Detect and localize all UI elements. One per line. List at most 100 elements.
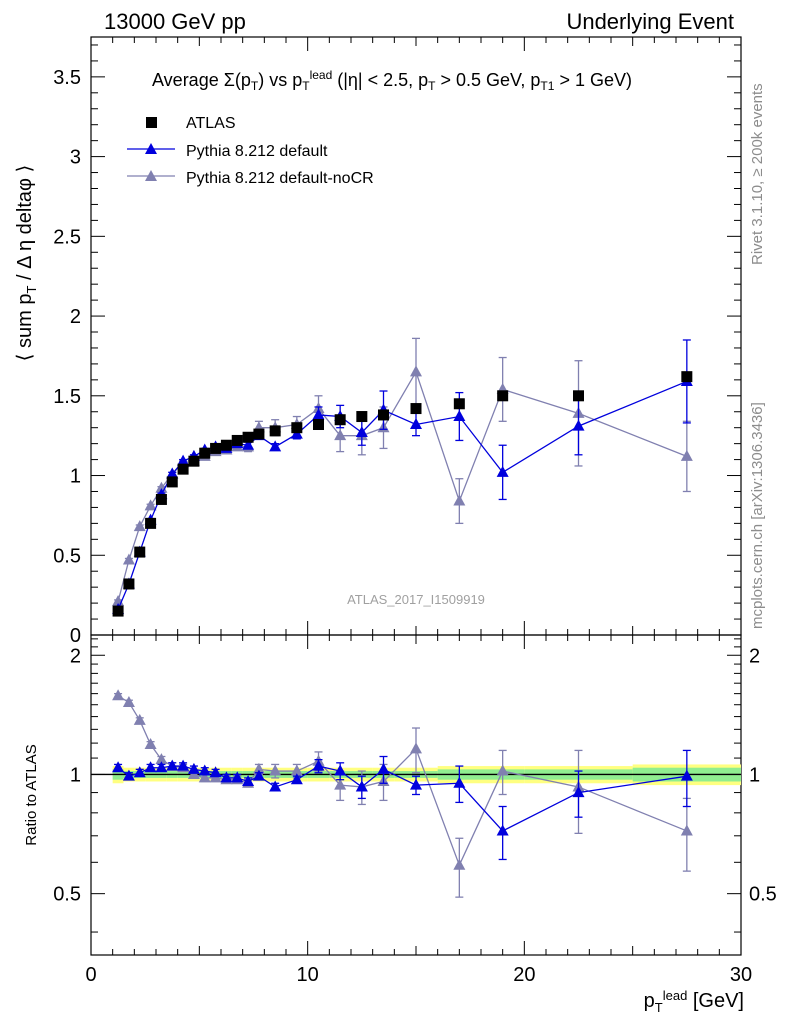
- pythia-8-212-default-nocr-point: [252, 762, 265, 774]
- atlas-point: [177, 463, 189, 475]
- pythia-8-212-default-point: [209, 766, 222, 778]
- atlas-point: [199, 447, 211, 459]
- y-tick-label: 0.5: [53, 545, 81, 567]
- legend-label-atlas: ATLAS: [186, 115, 236, 132]
- pythia-8-212-default-point: [355, 425, 368, 437]
- x-axis-label: pTlead [GeV]: [644, 988, 744, 1015]
- legend-marker-atlas: [146, 117, 157, 128]
- atlas-point: [242, 431, 254, 443]
- legend-label-default: Pythia 8.212 default: [186, 143, 328, 160]
- pythia-8-212-default-nocr-point: [290, 764, 303, 776]
- ratio-y-tick-label: 1: [70, 764, 81, 786]
- pythia-8-212-default-point: [166, 759, 179, 771]
- atlas-point: [210, 442, 222, 454]
- pythia-8-212-default-nocr-point: [680, 449, 693, 461]
- atlas-point: [188, 455, 200, 467]
- y-tick-label: 3.5: [53, 67, 81, 89]
- pythia-8-212-default-point: [312, 759, 325, 771]
- atlas-point: [573, 390, 584, 402]
- pythia-8-212-default-point: [496, 465, 509, 477]
- pythia-8-212-default-nocr-point: [155, 753, 168, 765]
- pythia-8-212-default-nocr-point: [122, 553, 135, 565]
- atlas-point: [497, 390, 509, 402]
- atlas-point: [231, 434, 243, 446]
- pythia-8-212-default-nocr-point: [334, 778, 347, 790]
- y-tick-label: 1.5: [53, 386, 81, 408]
- ratio-y-tick-label: 0.5: [53, 884, 81, 906]
- atlas-point: [123, 578, 135, 590]
- ratio-y-tick-label-right: 1: [749, 764, 760, 786]
- main-series-layer: [112, 337, 693, 617]
- pythia-8-212-default-nocr-point: [410, 365, 422, 377]
- pythia-8-212-default-point: [572, 786, 585, 798]
- pythia-8-212-default-point: [220, 771, 233, 783]
- pythia-8-212-default-point: [242, 774, 255, 786]
- atlas-point: [453, 398, 465, 410]
- ratio-series-layer: [112, 689, 693, 898]
- pythia-8-212-default-nocr-point: [198, 771, 211, 783]
- atlas-point: [134, 546, 146, 558]
- ratio-y-tick-label: 2: [70, 645, 81, 667]
- ratio-axis-ticks: 0 10 20 30 0.5 0.5 1 1 2 2: [53, 635, 777, 986]
- atlas-point: [145, 517, 157, 529]
- pythia-8-212-default-point: [496, 824, 509, 836]
- pythia-8-212-default-point: [334, 764, 347, 776]
- main-y-axis-label: ⟨ sum pT / Δ η deltaφ ⟩: [14, 165, 39, 362]
- pythia-8-212-default-point: [252, 769, 265, 781]
- atlas-point: [410, 403, 422, 415]
- pythia-8-212-default-point: [231, 771, 244, 783]
- header-left: 13000 GeV pp: [104, 9, 246, 34]
- atlas-point: [681, 371, 693, 383]
- pythia-8-212-default-nocr-point: [144, 738, 157, 750]
- pythia-8-212-default-point: [122, 769, 135, 781]
- atlas-point: [166, 476, 178, 488]
- pythia-8-212-default-nocr-point: [122, 695, 135, 707]
- rivet-label: Rivet 3.1.10, ≥ 200k events: [749, 83, 766, 265]
- atlas-point: [356, 411, 368, 423]
- x-tick-label: 0: [85, 964, 96, 986]
- atlas-point: [313, 419, 324, 431]
- analysis-watermark: ATLAS_2017_I1509919: [347, 592, 485, 607]
- ratio-y-axis-label: Ratio to ATLAS: [23, 744, 40, 845]
- pythia-8-212-default-point: [290, 773, 303, 785]
- pythia-8-212-default-nocr-point: [334, 429, 347, 441]
- ratio-y-tick-label-right: 0.5: [749, 884, 777, 906]
- pythia-8-212-default-point: [269, 440, 282, 452]
- pythia-8-212-default-nocr-point: [453, 858, 466, 870]
- pythia-8-212-default-point: [187, 762, 200, 774]
- x-tick-label: 10: [297, 964, 319, 986]
- pythia-8-212-default-nocr-point: [680, 824, 693, 836]
- y-tick-label: 2: [70, 306, 81, 328]
- pythia-8-212-default-point: [453, 410, 466, 422]
- chart-title: Average Σ(pT) vs pTlead (|η| < 2.5, pT >…: [152, 68, 632, 93]
- pythia-8-212-default-nocr-point: [453, 494, 466, 506]
- pythia-8-212-default-point: [177, 759, 190, 771]
- legend: ATLAS Pythia 8.212 default Pythia 8.212 …: [127, 115, 374, 187]
- y-tick-label: 1: [70, 466, 81, 488]
- pythia-8-212-default-point: [177, 454, 190, 466]
- pythia-8-212-default-point: [269, 780, 282, 792]
- pythia-8-212-default-point: [166, 467, 179, 479]
- pythia-8-212-default-nocr-point: [410, 742, 422, 754]
- pythia-8-212-default-point: [453, 776, 466, 788]
- pythia-8-212-default-nocr-point: [496, 764, 509, 776]
- pythia-8-212-default-point: [312, 408, 325, 420]
- legend-label-nocr: Pythia 8.212 default-noCR: [186, 170, 374, 187]
- atlas-point: [112, 605, 124, 617]
- pythia-8-212-default-point: [198, 764, 211, 776]
- legend-marker-default: [145, 143, 157, 154]
- atlas-point: [253, 428, 265, 440]
- x-tick-label: 30: [730, 964, 752, 986]
- y-tick-label: 2.5: [53, 226, 81, 248]
- pythia-8-212-default-point: [410, 418, 422, 430]
- mcplots-label: mcplots.cern.ch [arXiv:1306.3436]: [749, 402, 766, 629]
- atlas-point: [378, 409, 389, 421]
- header-right: Underlying Event: [566, 9, 734, 34]
- pythia-8-212-default-nocr-point: [144, 499, 157, 511]
- pythia-8-212-default-point: [144, 761, 157, 773]
- pythia-8-212-default-nocr-point: [269, 764, 282, 776]
- atlas-point: [291, 422, 303, 434]
- pythia-8-212-default-nocr-line: [117, 370, 688, 602]
- pythia-8-212-default-nocr-point: [133, 713, 146, 725]
- pythia-8-212-default-point: [112, 761, 125, 773]
